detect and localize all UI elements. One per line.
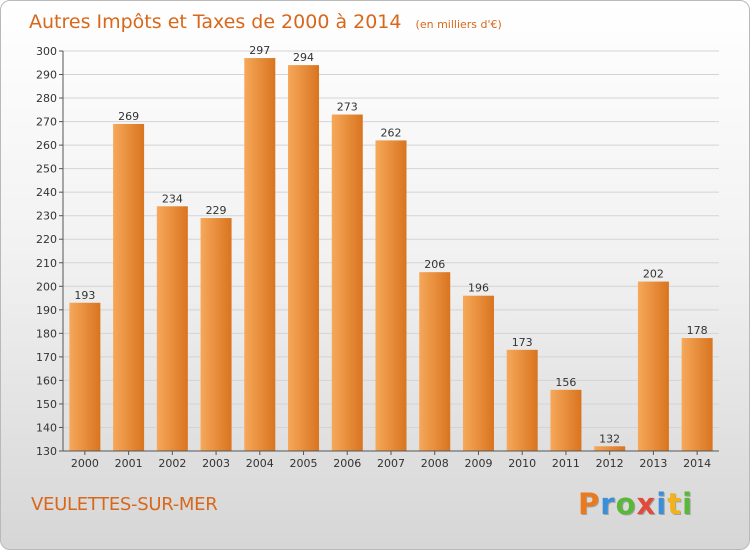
y-tick-label: 170 [36, 351, 57, 364]
logo-letter: t [667, 487, 683, 521]
x-tick-label: 2006 [333, 457, 361, 470]
y-tick-label: 190 [36, 304, 57, 317]
bar-value-label: 156 [555, 376, 576, 389]
bar [244, 58, 276, 451]
bar [419, 272, 451, 451]
bar [113, 123, 145, 452]
chart-unit: (en milliers d'€) [416, 18, 502, 31]
bar-value-label: 193 [74, 289, 95, 302]
bar [462, 295, 494, 451]
bar [375, 140, 407, 452]
bar-value-label: 173 [512, 336, 533, 349]
bars: 193 269 234 229 297 294 273 262 206 196 173 156 132 2… [69, 44, 713, 452]
y-tick-label: 240 [36, 186, 57, 199]
x-tick-label: 2001 [115, 457, 143, 470]
y-tick-label: 270 [36, 116, 57, 129]
x-tick-label: 2005 [290, 457, 318, 470]
bar [156, 206, 188, 451]
bar [69, 302, 101, 451]
chart-title: Autres Impôts et Taxes de 2000 à 2014 (e… [29, 11, 502, 33]
y-tick-label: 260 [36, 139, 57, 152]
bar-value-label: 262 [381, 126, 402, 139]
x-tick-label: 2007 [377, 457, 405, 470]
x-tick-label: 2010 [508, 457, 536, 470]
bar [200, 218, 232, 451]
logo-letter: r [600, 487, 616, 521]
y-tick-label: 290 [36, 69, 57, 82]
axes [62, 51, 719, 452]
x-tick-label: 2008 [421, 457, 449, 470]
y-tick-label: 210 [36, 257, 57, 270]
bar-value-label: 206 [424, 258, 445, 271]
bar-value-label: 269 [118, 110, 139, 123]
y-tick-label: 150 [36, 398, 57, 411]
bar [637, 281, 669, 451]
proxiti-logo[interactable]: Proxiti [578, 487, 693, 521]
bar [681, 338, 713, 451]
commune-name: VEULETTES-SUR-MER [31, 494, 218, 515]
x-tick-label: 2003 [202, 457, 230, 470]
x-tick-label: 2004 [246, 457, 274, 470]
bar-value-label: 229 [206, 204, 227, 217]
x-tick-label: 2002 [158, 457, 186, 470]
y-tick-label: 160 [36, 374, 57, 387]
logo-letter: x [636, 487, 657, 521]
y-tick-label: 280 [36, 92, 57, 105]
x-tick-label: 2012 [596, 457, 624, 470]
logo-letter: i [682, 487, 694, 521]
y-tick-label: 180 [36, 327, 57, 340]
x-axis-ticks: 2000 2001 2002 2003 2004 2005 2006 2007 2008 2009… [71, 451, 711, 470]
y-tick-label: 200 [36, 280, 57, 293]
y-axis-ticks: 130 140 150 160 170 180 190 200 210 220 230 240 250 2… [36, 45, 63, 458]
y-tick-label: 300 [36, 45, 57, 58]
bar [331, 114, 363, 451]
y-tick-label: 250 [36, 163, 57, 176]
logo-letter: o [615, 487, 637, 521]
bar-value-label: 196 [468, 282, 489, 295]
x-tick-label: 2013 [639, 457, 667, 470]
bar-value-label: 132 [599, 432, 620, 445]
x-tick-label: 2009 [464, 457, 492, 470]
chart-title-text: Autres Impôts et Taxes de 2000 à 2014 [29, 11, 402, 33]
bar-value-label: 294 [293, 51, 314, 64]
logo-letter: i [656, 487, 668, 521]
bar-value-label: 234 [162, 192, 183, 205]
logo-letter: P [578, 487, 601, 521]
bar-value-label: 178 [687, 324, 708, 337]
bar [288, 65, 320, 451]
x-tick-label: 2000 [71, 457, 99, 470]
bar [594, 446, 626, 451]
y-tick-label: 220 [36, 233, 57, 246]
x-tick-label: 2011 [552, 457, 580, 470]
y-tick-label: 130 [36, 445, 57, 458]
y-tick-label: 140 [36, 421, 57, 434]
bar-value-label: 202 [643, 268, 664, 281]
bar [550, 389, 582, 451]
y-tick-label: 230 [36, 210, 57, 223]
x-tick-label: 2014 [683, 457, 711, 470]
bar-value-label: 297 [249, 44, 270, 57]
bar [506, 349, 538, 451]
bar-value-label: 273 [337, 101, 358, 114]
